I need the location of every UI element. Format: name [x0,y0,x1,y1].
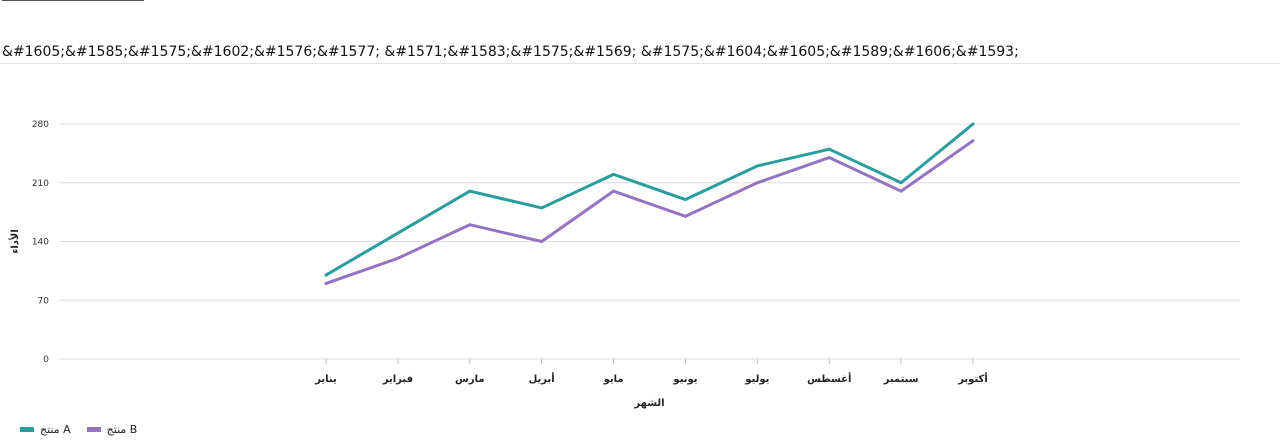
data-point [396,256,400,260]
y-tick-label: 210 [32,179,49,189]
data-point [683,214,687,218]
data-point [755,181,759,185]
x-tick-label: فبراير [382,374,413,385]
legend-swatch-series-b [86,427,101,432]
legend-item-series-b[interactable]: منتج B [86,423,138,436]
series-line-a [324,122,975,277]
legend-item-series-a[interactable]: منتج A [20,423,71,436]
title-divider [0,63,1280,64]
x-tick-label: يناير [314,374,337,385]
x-tick-label: أغسطس [807,372,851,385]
y-tick-labels: 0 70 140 210 280 [32,120,49,365]
data-point [324,281,328,285]
legend-label-series-b: منتج B [106,423,138,436]
legend-swatch-series-a [20,427,34,432]
x-tick-label: أكتوبر [957,372,988,385]
data-point [324,273,328,277]
y-axis-label: الأداء [8,229,21,254]
legend-label-series-a: منتج A [40,423,71,436]
data-point [612,189,616,193]
data-point [827,147,831,151]
data-point [683,198,687,202]
x-axis-label: الشهر [633,398,664,409]
data-point [468,189,472,193]
top-rule [2,0,144,1]
data-point [971,122,975,126]
data-point [899,181,903,185]
series-lines [324,122,975,285]
data-point [540,206,544,210]
x-tick-label: يونيو [672,374,697,385]
x-tick-label: أبريل [529,372,555,385]
x-tick-labels: يناير فبراير مارس أبريل مايو يونيو يوليو أغسطس س… [314,359,988,385]
x-tick-label: مايو [603,374,624,385]
data-point [755,164,759,168]
y-tick-label: 280 [32,120,49,130]
chart-title: &#1605;&#1585;&#1575;&#1602;&#1576;&#157… [2,44,1019,60]
data-point [468,223,472,227]
x-tick-label: يوليو [744,374,769,385]
grid-layer [60,123,1240,360]
series-line-b [324,139,975,285]
data-point [899,189,903,193]
data-point [540,240,544,243]
x-tick-label: سبتمبر [883,374,919,385]
x-tick-label: مارس [455,374,485,385]
data-point [971,139,975,143]
data-point [612,172,616,176]
y-tick-label: 140 [32,238,49,248]
y-tick-label: 70 [38,296,50,306]
data-point [396,231,400,235]
legend: منتج A منتج B [20,423,137,436]
data-point [827,156,831,160]
y-tick-label: 0 [43,355,49,365]
